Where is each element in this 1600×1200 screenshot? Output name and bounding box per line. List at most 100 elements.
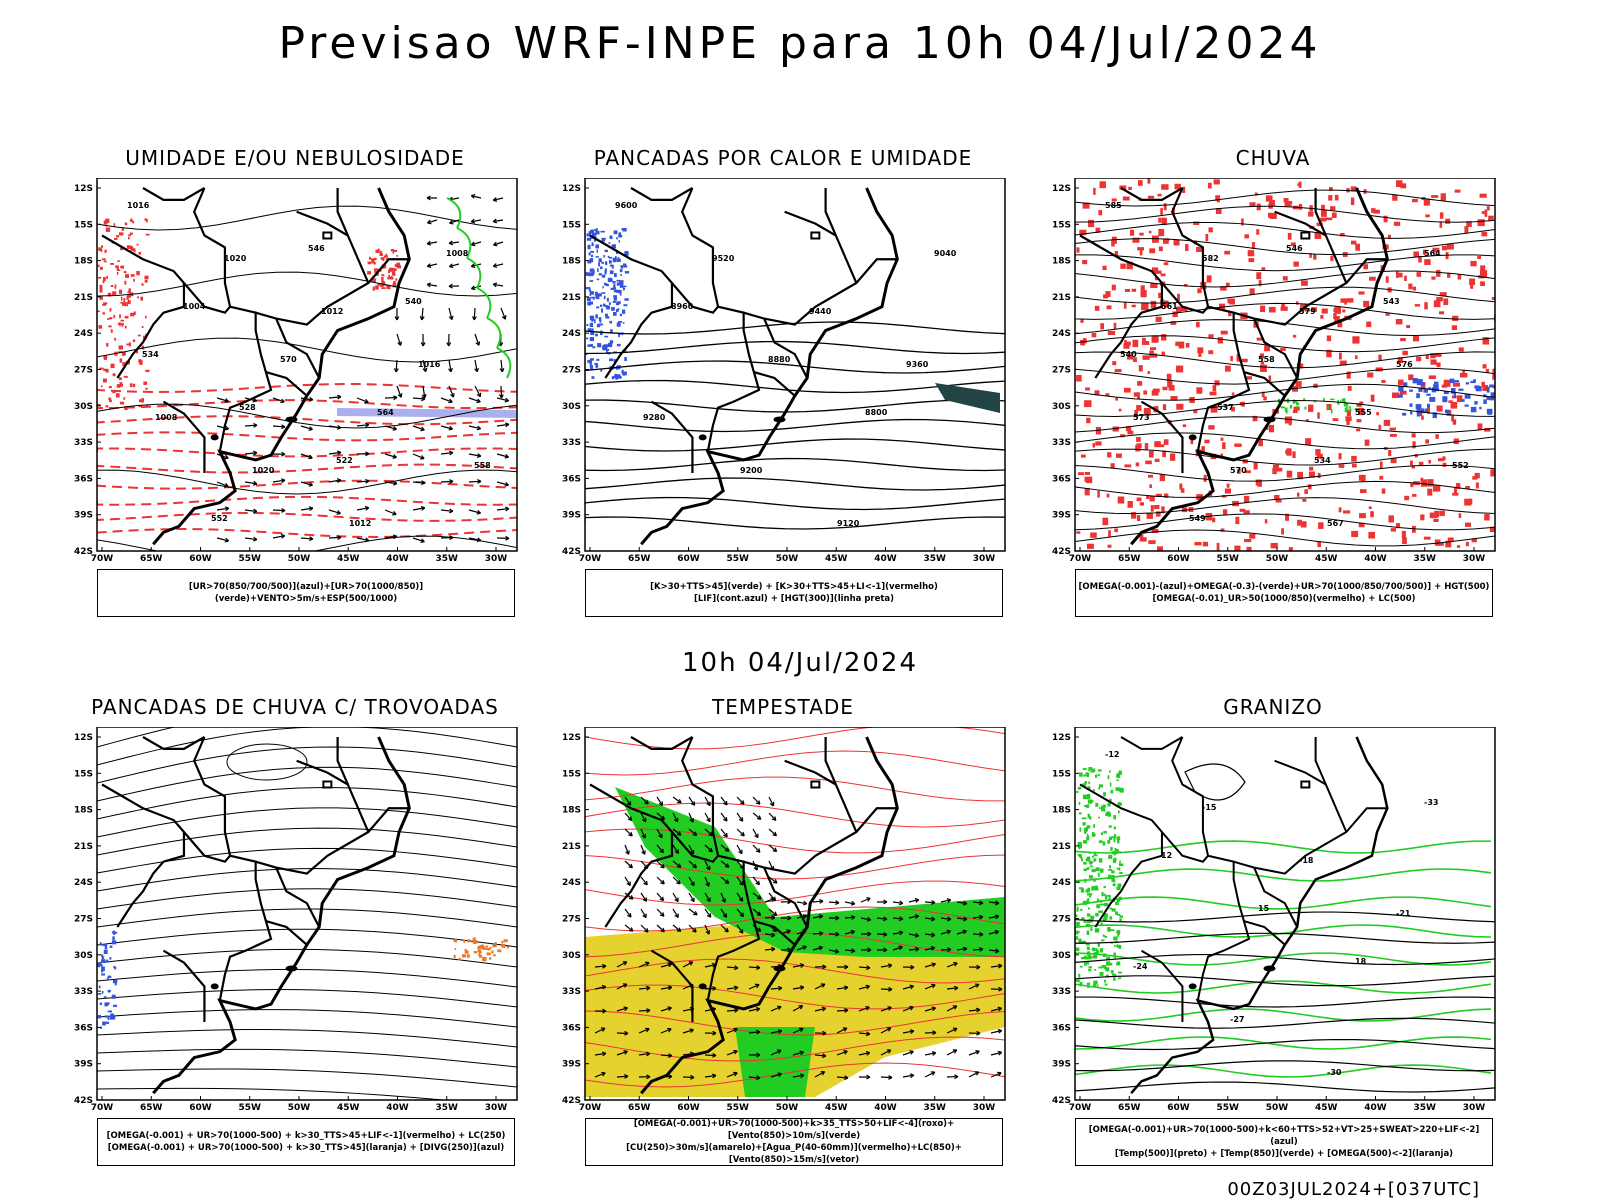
lon-tick-label: 50W (1266, 1103, 1289, 1113)
field-pixel (396, 265, 402, 269)
lat-tick-label: 18S (562, 806, 581, 816)
field-pixel (1479, 406, 1482, 410)
wind-vector (972, 916, 983, 919)
wind-vector (496, 453, 509, 458)
field-pixel (1480, 281, 1485, 287)
wind-vector-head (281, 451, 286, 457)
wind-vector-head (705, 882, 710, 887)
wind-vector (770, 987, 783, 990)
contour-label: 9120 (837, 519, 860, 528)
field-pixel (1116, 836, 1121, 840)
field-pixel (1084, 827, 1088, 830)
field-pixel (375, 249, 380, 253)
field-pixel (619, 291, 622, 296)
field-pixel (104, 249, 107, 253)
field-pixel (1140, 285, 1145, 291)
wind-vector (440, 452, 453, 455)
field-pixel (590, 365, 594, 370)
field-pixel (1222, 509, 1228, 515)
field-pixel (591, 376, 595, 379)
contour-line (97, 271, 517, 297)
coastline (640, 187, 899, 546)
wind-vector-head (690, 1074, 695, 1080)
humidity-contour (476, 287, 492, 319)
wind-vector-head (470, 194, 476, 199)
field-pixel (110, 285, 114, 287)
field-pixel (1465, 485, 1470, 489)
wind-vector-head (930, 916, 936, 922)
wind-vector-head (866, 916, 872, 922)
field-pixel (1154, 276, 1158, 281)
field-pixel (1471, 538, 1477, 543)
contour-line (585, 418, 1005, 433)
wind-vector (990, 1051, 1002, 1056)
field-pixel (1234, 545, 1241, 551)
contour-line (1184, 763, 1246, 801)
contour-line (97, 479, 517, 490)
wind-vector-head (426, 282, 432, 288)
contour-label: 9040 (934, 249, 957, 258)
field-pixel (1075, 979, 1080, 982)
field-pixel (1256, 272, 1262, 280)
wind-vector (844, 949, 856, 952)
contour-line (97, 403, 517, 429)
wind-vector-head (821, 1006, 827, 1012)
field-pixel (1440, 193, 1446, 201)
field-pixel (123, 375, 128, 378)
field-pixel (598, 258, 602, 263)
wind-vector (748, 1076, 761, 1079)
field-pixel (1268, 424, 1275, 433)
wind-vector (972, 901, 983, 904)
field-pixel (115, 265, 118, 268)
field-pixel (1084, 804, 1088, 808)
wind-vector-head (308, 482, 313, 487)
wind-vector (836, 1050, 848, 1056)
wind-vector-head (667, 985, 673, 991)
field-pixel (1113, 857, 1117, 862)
field-pixel (103, 260, 107, 263)
field-pixel (1093, 851, 1096, 856)
wind-vector-head (994, 929, 1000, 935)
field-pixel (1086, 828, 1088, 832)
field-pixel (1207, 182, 1212, 189)
wind-vector-head (706, 865, 711, 871)
wind-vector (688, 844, 695, 855)
field-pixel (1174, 183, 1181, 190)
field-pixel (603, 282, 607, 285)
contour-label: 546 (1286, 244, 1303, 253)
field-pixel (1249, 202, 1256, 207)
field-pixel (1143, 390, 1148, 395)
field-pixel (133, 311, 136, 315)
field-pixel (109, 1015, 114, 1020)
field-pixel (97, 993, 102, 995)
state-border (589, 234, 719, 314)
field-pixel (1107, 330, 1116, 336)
field-pixel (1098, 210, 1103, 216)
field-pixel (136, 271, 140, 276)
field-pixel (379, 269, 382, 272)
wind-vector (594, 985, 606, 990)
field-pixel (1313, 383, 1318, 388)
field-pixel (1084, 476, 1092, 482)
wind-vector (396, 333, 402, 346)
wind-vector (924, 901, 936, 904)
field-pixel (1079, 982, 1083, 987)
field-pixel (108, 990, 111, 993)
field-pixel (130, 312, 135, 317)
wind-vector (440, 536, 454, 539)
lat-tick-label: 18S (74, 806, 93, 816)
field-pixel (1106, 305, 1112, 310)
field-pixel (98, 325, 103, 329)
field-pixel (133, 278, 135, 282)
field-pixel (1208, 350, 1214, 355)
wind-vector (272, 425, 286, 428)
wind-vector-head (723, 800, 728, 806)
field-pixel (391, 272, 394, 276)
wind-vector-head (723, 817, 728, 822)
state-border (1120, 736, 1183, 750)
wind-vector-head (819, 898, 824, 904)
wind-vector-head (756, 911, 762, 917)
field-pixel (1429, 396, 1436, 402)
field-pixel (121, 227, 125, 231)
field-pixel (616, 374, 621, 378)
